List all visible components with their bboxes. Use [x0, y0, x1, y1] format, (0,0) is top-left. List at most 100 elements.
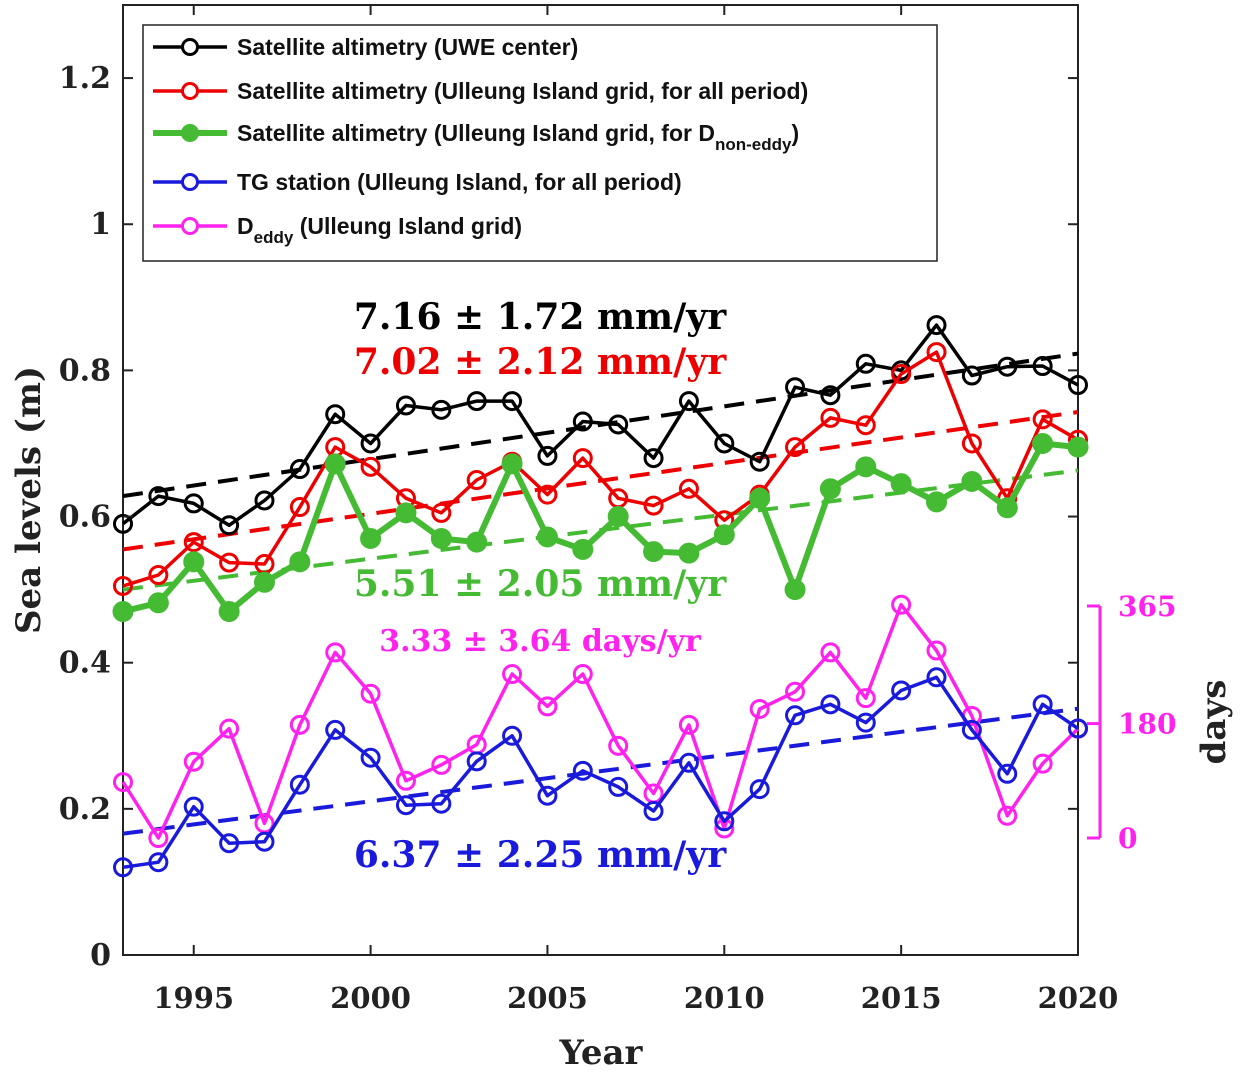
data-point: [855, 688, 876, 709]
trend-rate-label: 3.33 ± 3.64 days/yr: [379, 624, 702, 659]
data-point: [749, 698, 770, 719]
series-line-3: [122, 675, 1079, 870]
data-point: [219, 552, 240, 573]
data-point: [996, 497, 1018, 519]
data-point: [537, 484, 558, 505]
data-point: [112, 601, 134, 623]
series-lines: [112, 315, 1089, 878]
data-point: [855, 456, 877, 478]
data-point: [608, 488, 629, 509]
x-tick-label: 2015: [861, 981, 942, 1015]
data-point: [608, 735, 629, 756]
data-point: [714, 433, 735, 454]
legend-label-subscript: eddy: [254, 228, 294, 247]
data-point: [502, 725, 523, 746]
data-point: [113, 575, 133, 596]
legend-label-main: D: [237, 213, 254, 239]
legend-label-main: Satellite altimetry (Ulleung Island grid…: [237, 120, 715, 146]
data-point: [678, 542, 700, 564]
data-point: [502, 664, 523, 685]
trend-rate-label: 7.16 ± 1.72 mm/yr: [354, 296, 727, 338]
data-point: [643, 801, 664, 822]
legend-label-subscript: non-eddy: [715, 135, 792, 154]
data-point: [219, 833, 240, 854]
data-point: [537, 696, 558, 717]
right-axis-title: days: [1194, 680, 1234, 765]
legend-entry-4: Deddy (Ulleung Island grid): [153, 213, 522, 247]
trend-line-series-0: [122, 351, 1079, 499]
legend-swatch-marker: [181, 82, 199, 100]
data-point: [183, 493, 204, 514]
trend-rate-label: 7.02 ± 2.12 mm/yr: [354, 341, 727, 383]
legend-label: Satellite altimetry (Ulleung Island grid…: [237, 120, 799, 154]
data-point: [785, 705, 806, 726]
data-point: [820, 385, 841, 406]
y-axis-title: Sea levels (m): [9, 366, 49, 634]
series-group-2: [112, 432, 1089, 623]
data-point: [891, 594, 912, 615]
right-tick-label: 365: [1118, 590, 1176, 623]
data-point: [466, 531, 488, 553]
data-point: [218, 601, 240, 623]
x-axis-title: Year: [559, 1033, 644, 1072]
data-point: [183, 751, 204, 772]
data-point: [785, 437, 806, 458]
data-point: [819, 478, 841, 500]
plot-area-border: [122, 4, 1079, 956]
data-point: [997, 805, 1018, 826]
data-point: [395, 770, 416, 791]
data-point: [219, 515, 240, 536]
series-group-3: [113, 667, 1088, 878]
right-tick-label: 0: [1118, 822, 1137, 855]
series-line-0: [121, 323, 1079, 528]
data-point: [289, 774, 310, 795]
data-point: [254, 554, 275, 575]
data-point: [395, 395, 416, 416]
data-point: [183, 532, 204, 553]
data-point: [431, 399, 452, 420]
data-point: [219, 718, 240, 739]
data-point: [253, 571, 275, 593]
data-point: [1032, 753, 1053, 774]
x-tick-label: 2000: [330, 981, 411, 1015]
data-point: [113, 513, 133, 534]
data-point: [1068, 375, 1088, 395]
x-tick-label: 1995: [153, 981, 234, 1015]
data-point: [183, 796, 204, 817]
legend-swatch-marker: [181, 173, 199, 191]
x-tick-label: 2010: [684, 981, 765, 1015]
data-point: [1068, 718, 1088, 739]
data-point: [678, 752, 699, 773]
data-point: [360, 433, 381, 454]
data-point: [891, 364, 912, 385]
data-point: [148, 486, 169, 507]
right-axis: 0 180 365 days: [1087, 590, 1234, 855]
data-point: [572, 664, 593, 685]
data-point: [431, 502, 452, 523]
data-point: [1032, 356, 1053, 376]
data-point: [961, 433, 982, 454]
trend-rate-label: 6.37 ± 2.25 mm/yr: [354, 834, 727, 876]
data-point: [784, 579, 806, 601]
data-point: [961, 719, 982, 740]
data-point: [148, 828, 169, 848]
data-point: [961, 365, 982, 386]
data-point: [325, 437, 346, 458]
data-point: [147, 592, 169, 614]
data-point: [572, 448, 593, 469]
legend-label-tail: (Ulleung Island grid): [293, 213, 522, 239]
data-point: [785, 681, 806, 702]
data-point: [501, 453, 523, 475]
data-point: [537, 445, 558, 466]
data-point: [325, 404, 346, 425]
data-point: [466, 751, 487, 772]
data-point: [466, 470, 487, 490]
data-point: [325, 642, 346, 663]
data-point: [325, 719, 346, 740]
data-point: [820, 642, 841, 663]
y-tick-label: 0.4: [59, 646, 111, 681]
data-point: [961, 470, 983, 492]
legend: Satellite altimetry (UWE center) Satellit…: [142, 24, 938, 262]
data-point: [360, 456, 381, 477]
data-point: [1067, 436, 1089, 458]
